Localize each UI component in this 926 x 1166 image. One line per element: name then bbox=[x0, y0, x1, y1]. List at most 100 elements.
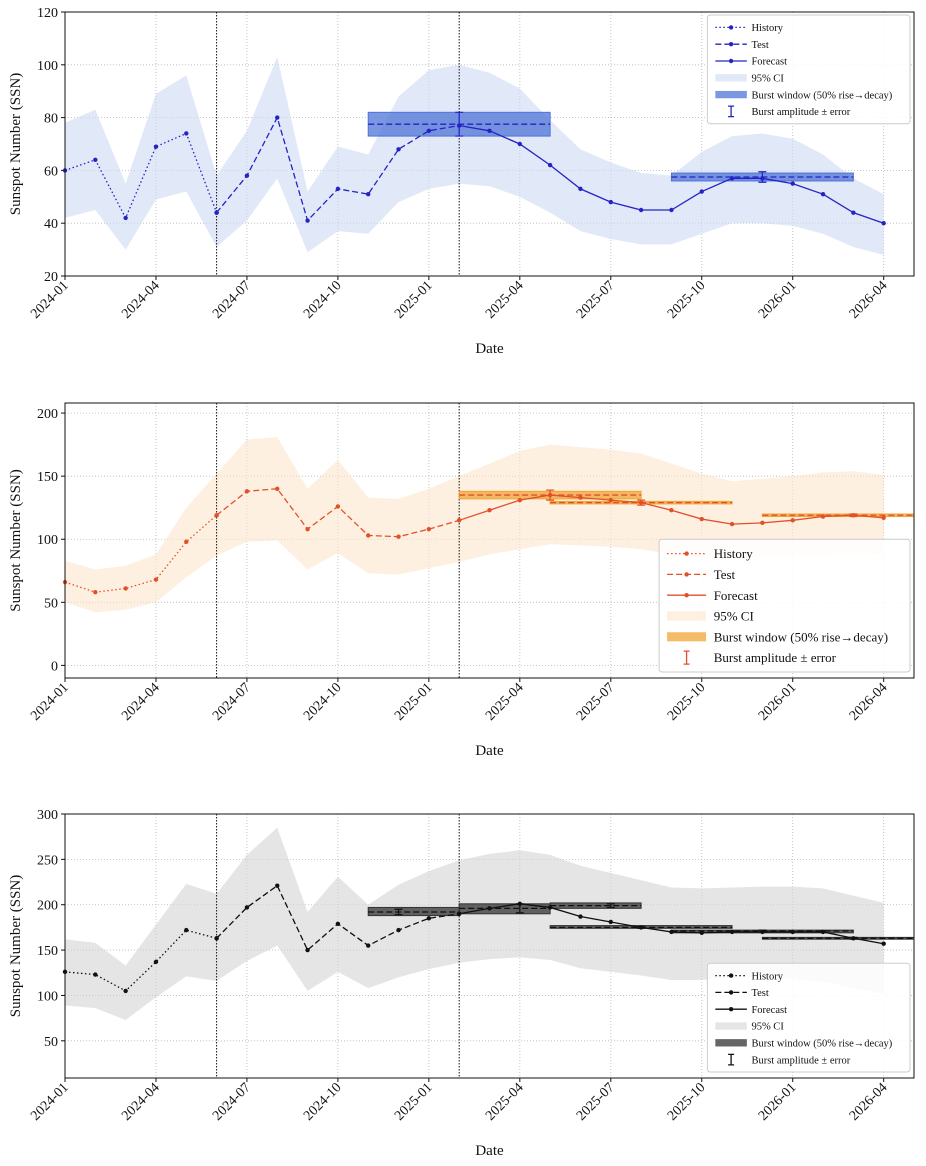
data-point bbox=[214, 513, 219, 518]
series-line bbox=[64, 929, 217, 992]
error-bar bbox=[455, 111, 464, 137]
x-tick-label: 2026-01 bbox=[756, 1080, 800, 1124]
x-tick-label: 2024-01 bbox=[28, 1080, 72, 1124]
legend-errorbar bbox=[683, 650, 690, 665]
data-point bbox=[214, 210, 219, 215]
series-line bbox=[64, 514, 218, 593]
x-tick-label: 2024-10 bbox=[301, 680, 345, 724]
legend-swatch bbox=[715, 74, 747, 82]
data-point bbox=[396, 927, 401, 933]
legend-label: 95% CI bbox=[751, 1022, 784, 1033]
data-point bbox=[487, 906, 492, 911]
plot-frame bbox=[64, 813, 915, 1079]
y-tick-label: 40 bbox=[44, 217, 58, 232]
data-point bbox=[153, 959, 159, 965]
data-point bbox=[578, 914, 583, 919]
y-tick-label: 20 bbox=[44, 270, 58, 285]
y-tick-label: 50 bbox=[44, 1035, 58, 1050]
ci-band bbox=[65, 437, 884, 613]
error-bar bbox=[758, 929, 767, 933]
data-point bbox=[881, 221, 886, 226]
y-tick-label: 60 bbox=[44, 164, 58, 179]
data-point bbox=[547, 905, 553, 910]
y-tick-label: 100 bbox=[37, 59, 58, 74]
legend-label: Burst window (50% rise→decay) bbox=[714, 629, 888, 644]
legend-marker bbox=[728, 990, 734, 995]
data-point bbox=[881, 941, 886, 946]
error-bar bbox=[546, 489, 555, 501]
data-point bbox=[608, 919, 613, 925]
data-point bbox=[214, 936, 219, 941]
data-point bbox=[881, 515, 886, 520]
data-point bbox=[123, 215, 128, 221]
legend-swatch bbox=[715, 1039, 747, 1047]
error-bar bbox=[637, 925, 646, 929]
x-tick-label: 2024-01 bbox=[28, 680, 72, 724]
error-bar bbox=[637, 499, 646, 506]
x-tick-label: 2024-10 bbox=[301, 1080, 345, 1124]
data-point bbox=[396, 534, 401, 539]
x-tick-label: 2026-01 bbox=[756, 680, 800, 724]
legend-label: History bbox=[751, 23, 783, 34]
legend-label: Test bbox=[751, 988, 768, 999]
data-point bbox=[153, 577, 159, 582]
x-tick-label: 2025-10 bbox=[665, 278, 709, 322]
data-point bbox=[184, 927, 189, 933]
x-tick-label: 2025-07 bbox=[574, 1080, 618, 1124]
ci-band bbox=[65, 827, 884, 1020]
data-point bbox=[335, 504, 341, 509]
y-tick-label: 250 bbox=[37, 853, 58, 868]
data-point bbox=[820, 929, 826, 935]
data-point bbox=[669, 207, 674, 213]
data-point bbox=[456, 518, 462, 523]
y-tick-label: 150 bbox=[37, 944, 58, 959]
legend-label: Burst amplitude ± error bbox=[714, 650, 837, 665]
legend-swatch bbox=[667, 611, 707, 621]
data-point bbox=[275, 883, 280, 888]
data-point bbox=[578, 495, 583, 500]
data-point bbox=[335, 186, 341, 192]
legend-marker bbox=[728, 25, 734, 30]
legend-label: Burst amplitude ± error bbox=[751, 1055, 850, 1066]
x-tick-label: 2025-04 bbox=[483, 1080, 527, 1124]
legend-label: Burst amplitude ± error bbox=[751, 107, 850, 118]
data-point bbox=[244, 905, 250, 910]
y-tick-label: 100 bbox=[37, 989, 58, 1004]
plot-frame bbox=[64, 11, 915, 277]
x-tick-label: 2025-01 bbox=[392, 680, 436, 724]
data-point bbox=[244, 489, 250, 494]
legend-marker bbox=[728, 42, 734, 47]
data-point bbox=[517, 141, 523, 147]
y-axis-label: Sunspot Number (SSN) bbox=[8, 469, 24, 612]
error-bar bbox=[849, 513, 858, 518]
data-point bbox=[669, 508, 674, 513]
data-point bbox=[608, 497, 613, 503]
x-axis-label: Date bbox=[475, 1143, 504, 1159]
x-axis-label: Date bbox=[475, 743, 504, 759]
x-tick-label: 2026-04 bbox=[847, 680, 891, 724]
x-tick-label: 2025-04 bbox=[483, 680, 527, 724]
data-point bbox=[487, 128, 492, 133]
data-point bbox=[638, 207, 644, 213]
legend: History Test Forecast 95% CI Burst window (5… bbox=[706, 962, 911, 1073]
legend-marker bbox=[684, 551, 689, 556]
data-point bbox=[275, 486, 280, 491]
x-tick-label: 2024-04 bbox=[119, 278, 163, 322]
plot-frame bbox=[64, 402, 915, 679]
legend-label: Forecast bbox=[751, 57, 787, 68]
x-axis-label: Date bbox=[475, 341, 504, 357]
data-point bbox=[366, 533, 371, 538]
legend-box bbox=[706, 962, 911, 1073]
x-tick-label: 2025-10 bbox=[665, 680, 709, 724]
y-tick-label: 100 bbox=[37, 533, 58, 548]
data-point bbox=[547, 162, 553, 168]
data-point bbox=[760, 520, 765, 526]
x-tick-label: 2024-04 bbox=[119, 680, 163, 724]
data-point bbox=[426, 128, 432, 133]
x-tick-label: 2025-01 bbox=[392, 1080, 436, 1124]
panel: 0 50 100 150 200 2024-01 2024-04 2024-07 2024-10… bbox=[8, 402, 915, 759]
legend-label: 95% CI bbox=[714, 609, 754, 624]
legend-marker bbox=[728, 973, 734, 978]
legend-swatch bbox=[715, 1022, 747, 1030]
